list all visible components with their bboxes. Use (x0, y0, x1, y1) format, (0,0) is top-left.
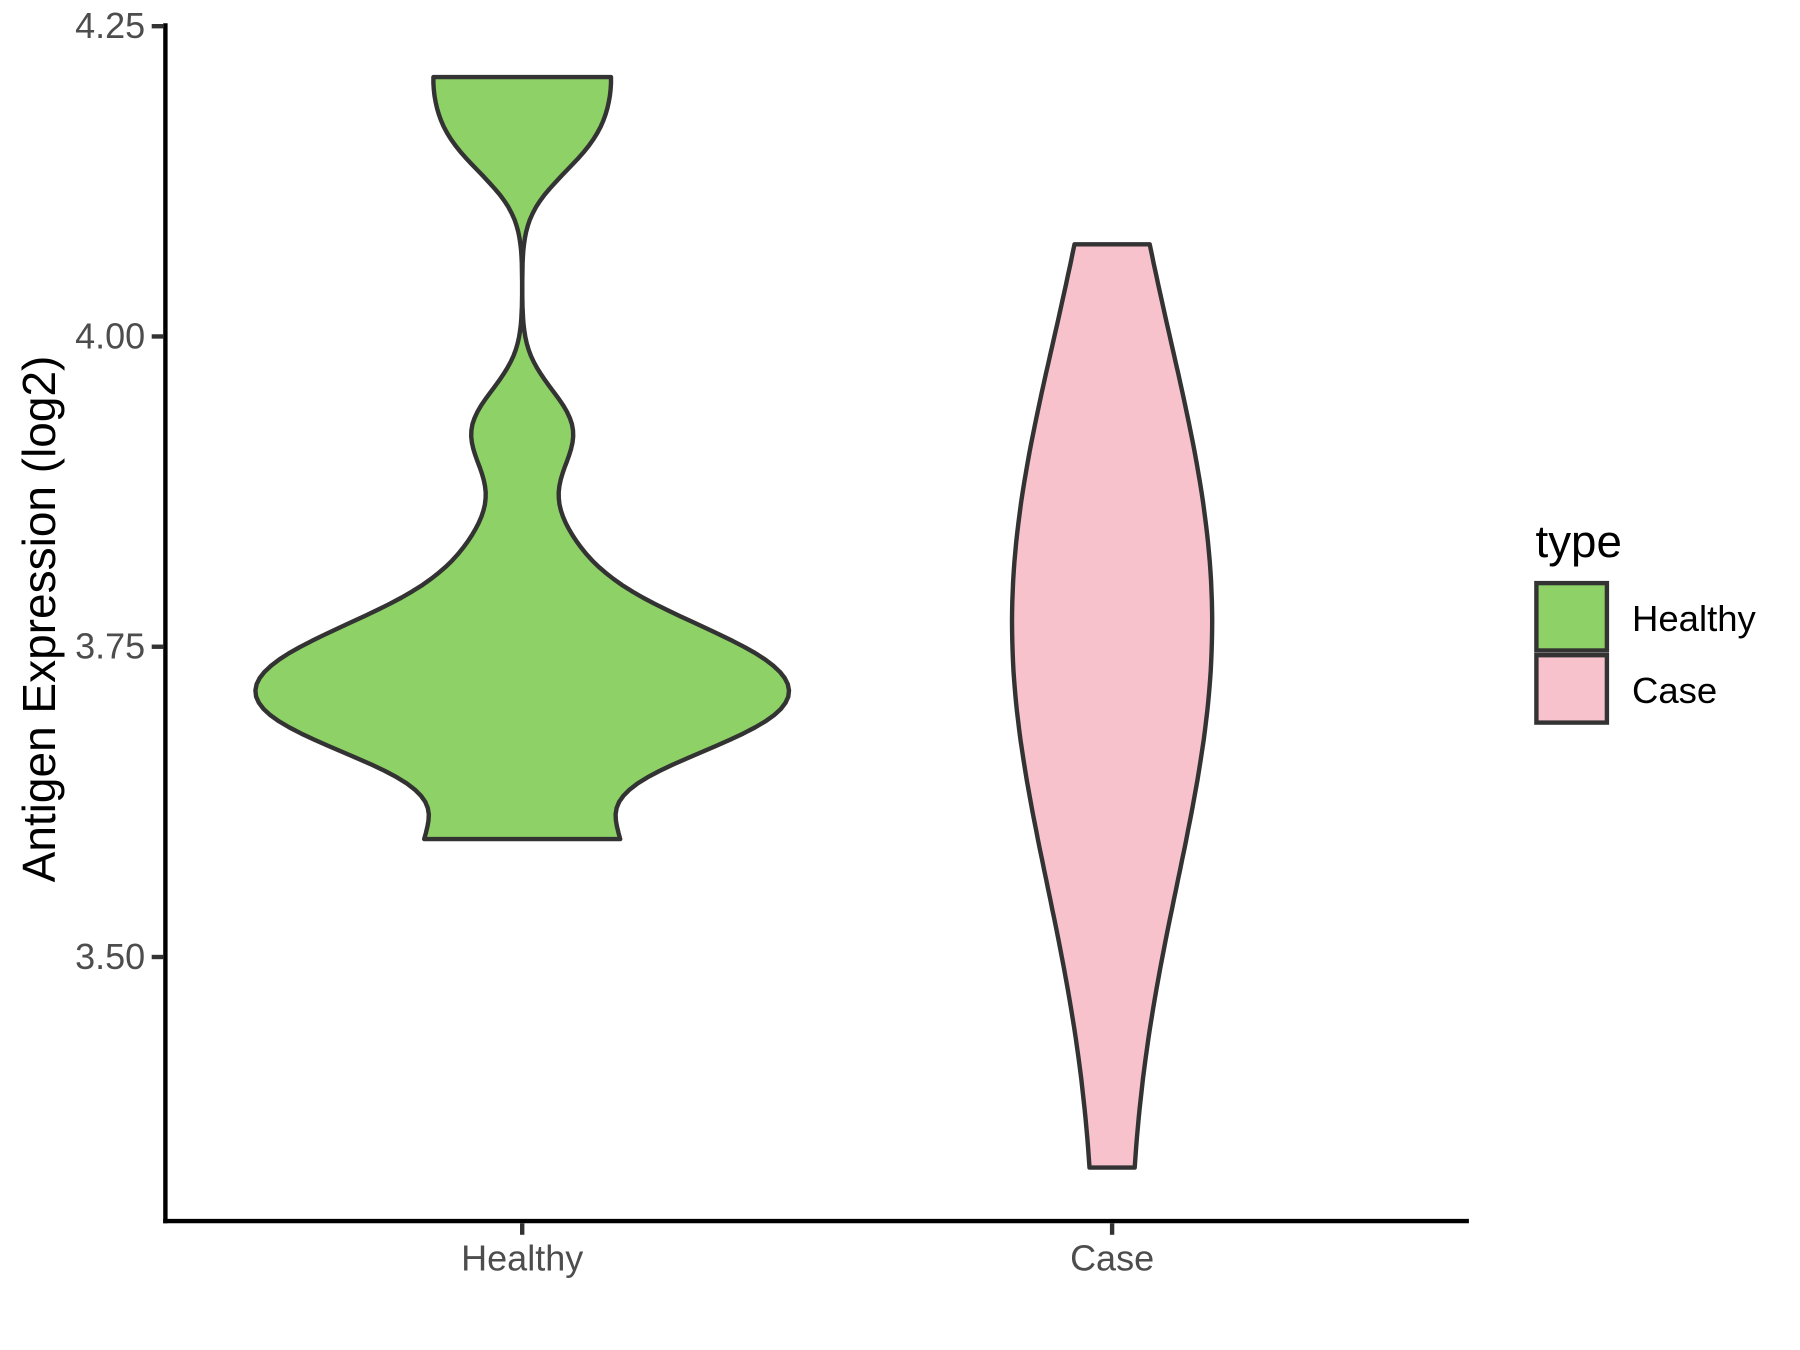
legend: type Healthy Case (1534, 516, 1757, 725)
violin-healthy (253, 74, 792, 842)
y-tick-labels: 3.50 3.75 4.00 4.25 (75, 5, 145, 977)
x-tick-label-case: Case (1070, 1237, 1154, 1278)
x-tick-labels: Healthy Case (461, 1237, 1154, 1278)
legend-key-case (1534, 653, 1610, 725)
legend-title: type (1536, 516, 1622, 567)
y-tick-label: 4.00 (75, 316, 145, 357)
x-tick-label-healthy: Healthy (461, 1237, 583, 1278)
legend-key-healthy (1534, 580, 1610, 653)
plot-panel: 3.50 3.75 4.00 4.25 Healthy Case Antigen… (13, 5, 1469, 1278)
legend-label-healthy: Healthy (1632, 598, 1757, 639)
y-axis-title: Antigen Expression (log2) (13, 356, 65, 883)
violin-case (1009, 242, 1215, 1170)
y-tick-label: 4.25 (75, 5, 145, 46)
y-tick-label: 3.75 (75, 626, 145, 667)
legend-label-case: Case (1632, 670, 1717, 711)
y-tick-label: 3.50 (75, 936, 145, 977)
y-ticks (151, 24, 164, 960)
x-ticks (520, 1223, 1115, 1235)
